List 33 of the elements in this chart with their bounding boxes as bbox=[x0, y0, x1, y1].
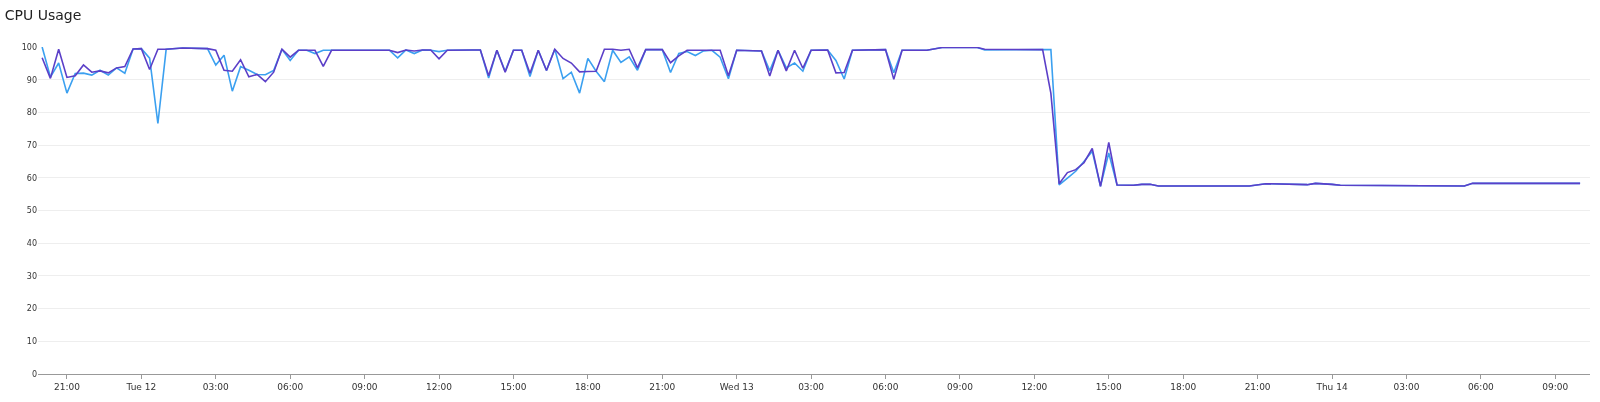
x-tick-label: 21:00 bbox=[649, 381, 676, 392]
y-tick-label: 30 bbox=[26, 271, 37, 281]
x-tick-label: 18:00 bbox=[1170, 381, 1197, 392]
y-tick-label: 40 bbox=[26, 239, 37, 248]
x-tick-label: Tue 12 bbox=[125, 381, 157, 392]
x-tick-label: 21:00 bbox=[1244, 381, 1271, 392]
x-tick-label: Thu 14 bbox=[1315, 381, 1348, 392]
y-tick-label: 90 bbox=[26, 75, 37, 85]
x-tick-label: 06:00 bbox=[1467, 381, 1495, 392]
x-tick-label: 21:00 bbox=[53, 381, 81, 392]
x-tick-label: 12:00 bbox=[426, 381, 453, 392]
y-tick-label: 10 bbox=[26, 337, 37, 347]
x-tick-label: 18:00 bbox=[574, 381, 602, 392]
x-tick-label: 06:00 bbox=[872, 381, 899, 392]
x-tick-label: Wed 13 bbox=[719, 381, 754, 392]
x-tick-label: 12:00 bbox=[1021, 381, 1048, 392]
x-tick-label: 09:00 bbox=[1542, 381, 1569, 392]
y-tick-label: 0 bbox=[31, 369, 37, 379]
x-tick-label: 15:00 bbox=[500, 381, 527, 392]
x-tick-label: 09:00 bbox=[351, 381, 378, 392]
x-tick-label: 09:00 bbox=[946, 381, 974, 392]
x-tick-label: 03:00 bbox=[202, 381, 230, 392]
x-tick-label: 06:00 bbox=[277, 381, 304, 392]
x-tick-label: 15:00 bbox=[1095, 381, 1123, 392]
y-tick-label: 20 bbox=[26, 304, 37, 314]
y-tick-label: 60 bbox=[26, 173, 37, 183]
y-tick-label: 50 bbox=[26, 206, 37, 216]
y-tick-label: 100 bbox=[21, 42, 37, 52]
x-tick-label: 03:00 bbox=[1393, 381, 1420, 392]
x-tick-label: 03:00 bbox=[798, 381, 825, 392]
y-tick-label: 70 bbox=[26, 140, 37, 150]
chart-title: CPU Usage bbox=[4, 6, 82, 23]
y-tick-label: 80 bbox=[26, 108, 37, 118]
